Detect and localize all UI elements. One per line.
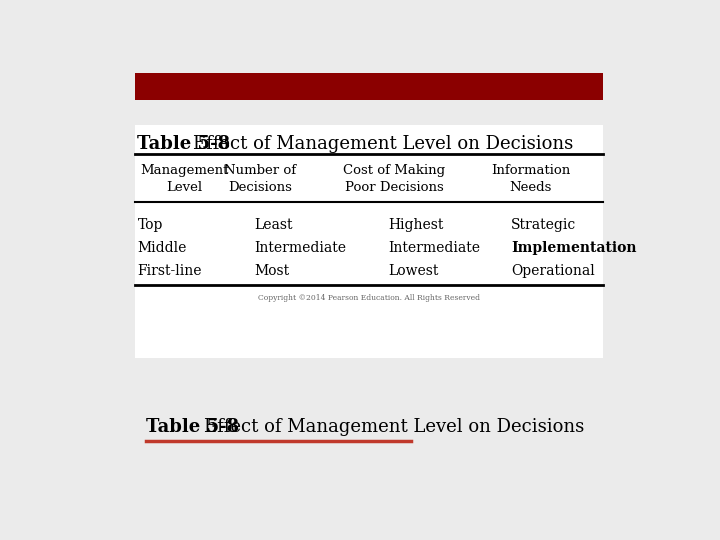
Text: Intermediate: Intermediate bbox=[255, 241, 346, 255]
Bar bbox=[135, 125, 603, 358]
Text: Number of
Decisions: Number of Decisions bbox=[224, 164, 296, 194]
Text: Implementation: Implementation bbox=[511, 241, 636, 255]
Text: Top: Top bbox=[138, 218, 163, 232]
Text: Table 5-8: Table 5-8 bbox=[138, 135, 230, 153]
Bar bbox=[135, 73, 603, 100]
Text: Lowest: Lowest bbox=[389, 264, 439, 278]
Text: Highest: Highest bbox=[389, 218, 444, 232]
Text: Least: Least bbox=[255, 218, 293, 232]
Text: Most: Most bbox=[255, 264, 289, 278]
Text: Effect of Management Level on Decisions: Effect of Management Level on Decisions bbox=[193, 135, 574, 153]
Text: Cost of Making
Poor Decisions: Cost of Making Poor Decisions bbox=[343, 164, 445, 194]
Text: Information
Needs: Information Needs bbox=[491, 164, 570, 194]
Text: Operational: Operational bbox=[511, 264, 595, 278]
Text: Effect of Management Level on Decisions: Effect of Management Level on Decisions bbox=[204, 417, 585, 436]
Text: Copyright ©2014 Pearson Education. All Rights Reserved: Copyright ©2014 Pearson Education. All R… bbox=[258, 294, 480, 302]
Text: Management
Level: Management Level bbox=[140, 164, 228, 194]
Text: Strategic: Strategic bbox=[511, 218, 577, 232]
Text: Intermediate: Intermediate bbox=[389, 241, 480, 255]
Text: Table 5-8: Table 5-8 bbox=[145, 417, 239, 436]
Text: First-line: First-line bbox=[138, 264, 202, 278]
Text: Middle: Middle bbox=[138, 241, 186, 255]
